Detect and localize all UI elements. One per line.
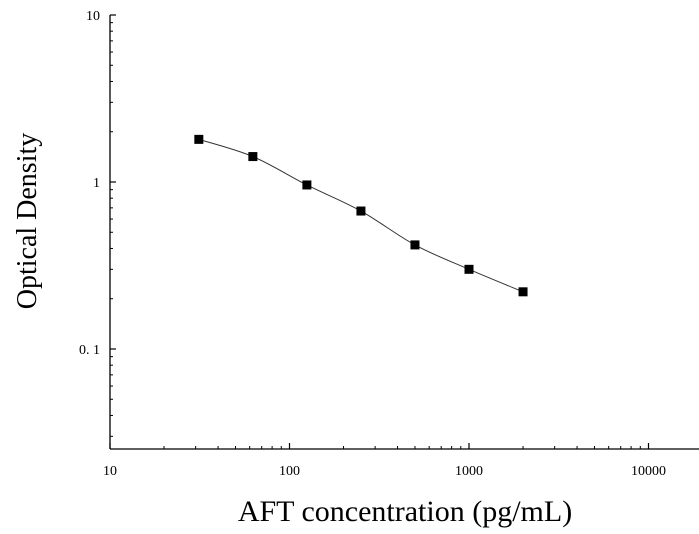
data-point (248, 152, 258, 162)
x-tick-label: 100 (279, 464, 300, 479)
data-point (356, 206, 366, 216)
data-point (410, 240, 420, 250)
y-tick-label: 0. 1 (79, 343, 100, 358)
y-tick-label: 10 (86, 9, 100, 24)
y-tick-label: 1 (93, 176, 100, 191)
data-points (194, 134, 528, 297)
data-point (518, 287, 528, 297)
x-tick-label: 10 (103, 464, 117, 479)
fit-curve (198, 138, 524, 293)
ticks (109, 14, 650, 449)
data-point (302, 180, 312, 190)
x-tick-label: 1000 (455, 464, 483, 479)
x-axis-title: AFT concentration (pg/mL) (238, 495, 572, 528)
y-axis-title: Optical Density (12, 133, 43, 310)
axes (109, 15, 699, 450)
data-point (194, 134, 204, 144)
x-tick-label: 10000 (631, 464, 666, 479)
tick-labels: 10 100 1000 10000 0. 1 1 10 (79, 9, 666, 479)
data-point (464, 264, 474, 274)
